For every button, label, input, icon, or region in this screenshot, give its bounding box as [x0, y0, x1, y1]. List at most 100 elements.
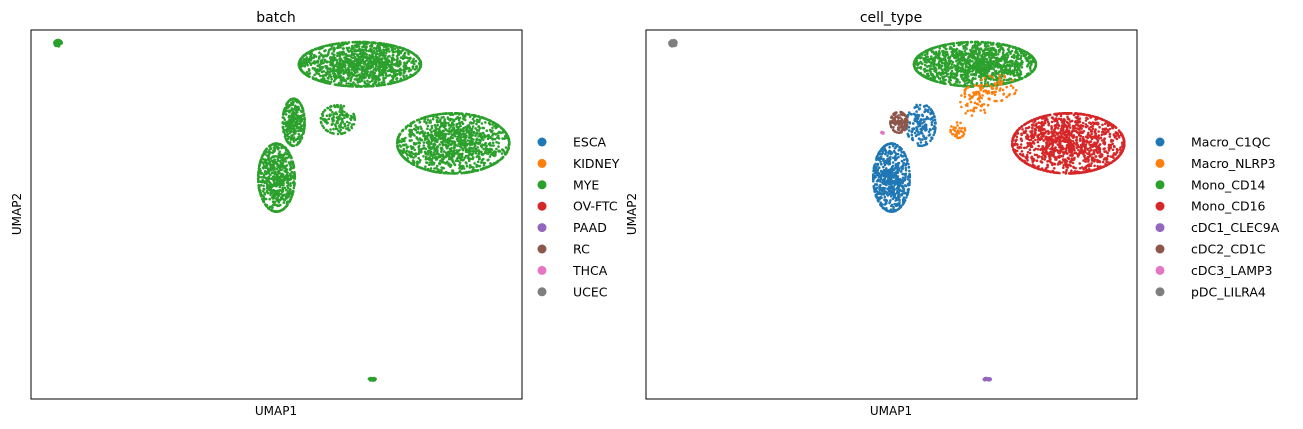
- scatter-point: [388, 50, 391, 53]
- scatter-point: [288, 111, 291, 114]
- scatter-point: [449, 143, 453, 146]
- scatter-point: [461, 148, 465, 152]
- scatter-point: [425, 121, 428, 124]
- legend-marker: [537, 137, 547, 147]
- scatter-point: [451, 153, 454, 157]
- scatter-point: [406, 66, 409, 70]
- scatter-point: [275, 167, 279, 171]
- scatter-point: [442, 129, 445, 132]
- scatter-point: [347, 41, 351, 44]
- scatter-point: [400, 153, 403, 157]
- scatter-point: [460, 120, 464, 124]
- scatter-point: [284, 196, 288, 199]
- scatter-point: [463, 132, 467, 136]
- scatter-point: [273, 158, 276, 161]
- scatter-point: [330, 77, 334, 81]
- scatter-point: [376, 60, 379, 63]
- scatter-point: [409, 124, 413, 128]
- scatter-point: [363, 45, 367, 49]
- scatter-point: [488, 144, 492, 147]
- scatter-point: [371, 84, 375, 87]
- scatter-point: [462, 127, 465, 130]
- scatter-point: [356, 53, 360, 56]
- scatter-point: [402, 75, 406, 79]
- scatter-point: [360, 71, 364, 75]
- scatter-point: [930, 55, 933, 58]
- scatter-point: [289, 167, 292, 171]
- chart-title: cell_type: [860, 10, 922, 26]
- scatter-point: [273, 172, 277, 176]
- scatter-point: [423, 146, 427, 150]
- scatter-point: [382, 49, 386, 53]
- scatter-point: [272, 142, 276, 146]
- scatter-point: [366, 65, 370, 69]
- scatter-point: [351, 56, 354, 60]
- scatter-point: [952, 44, 956, 47]
- scatter-point: [368, 80, 372, 84]
- scatter-point: [374, 66, 377, 70]
- scatter-point: [393, 47, 397, 51]
- scatter-point: [991, 43, 995, 46]
- scatter-point: [329, 55, 332, 59]
- scatter-point: [444, 127, 447, 131]
- scatter-point: [447, 172, 451, 175]
- scatter-point: [457, 113, 461, 116]
- scatter-point: [965, 47, 968, 50]
- scatter-point: [434, 126, 438, 130]
- scatter-point: [364, 75, 367, 79]
- scatter-point: [505, 136, 508, 140]
- scatter-point: [296, 108, 300, 111]
- scatter-point: [341, 64, 345, 67]
- scatter-point: [478, 138, 481, 142]
- scatter-point: [269, 191, 273, 195]
- scatter-point: [476, 128, 479, 132]
- scatter-points: [53, 38, 511, 382]
- scatter-point: [372, 75, 376, 78]
- scatter-point: [300, 104, 304, 108]
- scatter-point: [281, 116, 285, 119]
- scatter-point: [435, 140, 439, 143]
- scatter-point: [327, 81, 331, 84]
- scatter-point: [441, 137, 445, 141]
- scatter-point: [274, 162, 278, 165]
- scatter-point: [290, 174, 294, 177]
- scatter-point: [289, 182, 292, 185]
- scatter-point: [333, 83, 337, 86]
- scatter-point: [375, 84, 379, 87]
- scatter-point: [462, 135, 465, 139]
- scatter-point: [296, 121, 299, 125]
- scatter-point: [428, 158, 431, 162]
- scatter-point: [257, 179, 260, 182]
- scatter-point: [398, 144, 402, 147]
- scatter-point: [262, 167, 265, 170]
- scatter-point: [326, 121, 329, 125]
- scatter-point: [334, 56, 337, 60]
- scatter-point: [412, 161, 416, 164]
- scatter-point: [333, 112, 336, 115]
- scatter-point: [311, 61, 315, 65]
- scatter-point: [497, 137, 501, 140]
- scatter-point: [471, 147, 475, 150]
- scatter-point: [370, 55, 374, 59]
- scatter-point: [273, 192, 277, 196]
- scatter-point: [389, 67, 393, 71]
- scatter-point: [446, 146, 449, 149]
- scatter-point: [366, 70, 370, 74]
- scatter-point: [281, 189, 285, 192]
- scatter-point: [298, 140, 301, 144]
- scatter-point: [343, 116, 346, 119]
- scatter-point: [375, 78, 378, 81]
- scatter-point: [464, 115, 467, 118]
- scatter-point: [266, 183, 269, 186]
- scatter-point: [488, 119, 491, 122]
- scatter-point: [458, 169, 462, 173]
- scatter-point: [404, 136, 407, 140]
- scatter-point: [342, 76, 345, 79]
- scatter-point: [284, 113, 288, 116]
- scatter-point: [459, 128, 463, 132]
- scatter-point: [370, 79, 374, 83]
- scatter-point: [338, 126, 342, 129]
- scatter-point: [342, 72, 345, 75]
- scatter-point: [374, 55, 378, 59]
- scatter-point: [373, 71, 377, 75]
